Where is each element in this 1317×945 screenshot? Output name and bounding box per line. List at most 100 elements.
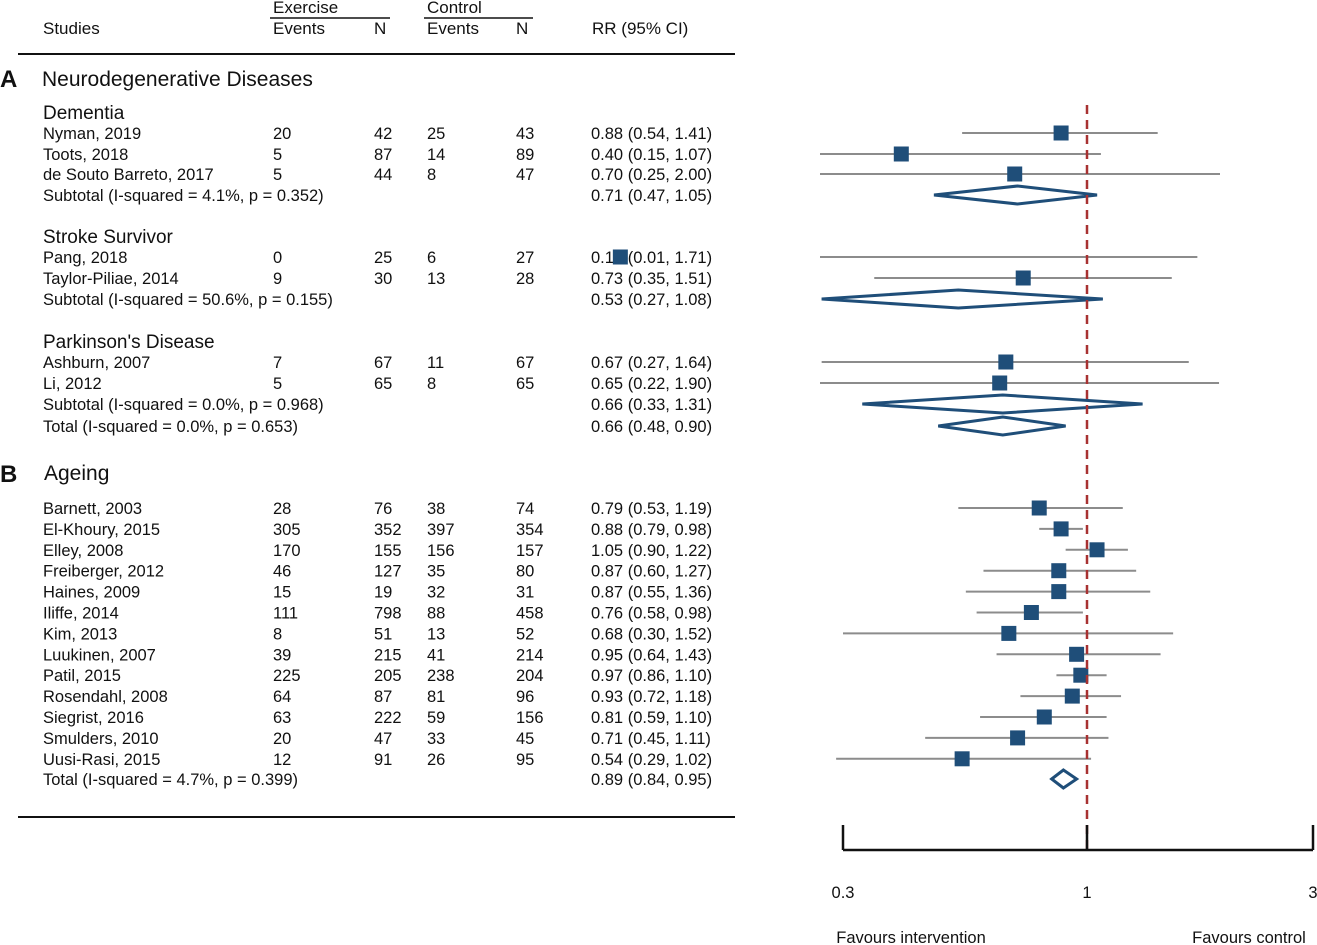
subtotal-label: Subtotal (I-squared = 50.6%, p = 0.155) <box>43 291 333 309</box>
control-n: 95 <box>516 751 534 769</box>
control-n: 96 <box>516 688 534 706</box>
point-estimate-marker <box>1007 166 1023 182</box>
rr-ci: 0.93 (0.72, 1.18) <box>591 688 712 706</box>
study-name: Haines, 2009 <box>43 584 140 602</box>
point-estimate-marker <box>1023 605 1039 620</box>
control-events: 14 <box>427 146 445 164</box>
favours-intervention-label: Favours intervention <box>836 929 986 945</box>
study-name: Smulders, 2010 <box>43 730 159 748</box>
x-tick-label: 1 <box>1082 884 1091 902</box>
rr-ci: 0.87 (0.55, 1.36) <box>591 584 712 602</box>
exercise-n: 42 <box>374 125 392 143</box>
exercise-n: 222 <box>374 709 402 727</box>
section-letter-a: A <box>0 66 17 93</box>
study-row: Li, 2012 5 65 8 65 0.65 (0.22, 1.90) <box>43 375 712 393</box>
rr-ci: 0.97 (0.86, 1.10) <box>591 667 712 685</box>
control-n: 89 <box>516 146 534 164</box>
study-row: de Souto Barreto, 2017 5 44 8 47 0.70 (0.25, … <box>43 166 712 184</box>
rr-ci: 0.95 (0.64, 1.43) <box>591 646 712 664</box>
study-name: Rosendahl, 2008 <box>43 688 168 706</box>
point-estimate-marker <box>1064 688 1080 704</box>
control-events: 156 <box>427 542 455 560</box>
study-row: Pang, 2018 0 25 6 27 0.10 (0.01, 1.71) <box>43 249 712 267</box>
control-events: 13 <box>427 625 445 643</box>
point-estimate-marker <box>1036 709 1052 725</box>
rr-ci: 0.68 (0.30, 1.52) <box>591 625 712 643</box>
control-events: 88 <box>427 605 445 623</box>
control-n: 43 <box>516 125 534 143</box>
rr-ci: 0.10 (0.01, 1.71) <box>591 249 712 267</box>
header-exercise-events: Events <box>273 19 325 38</box>
point-estimate-marker <box>954 751 970 767</box>
exercise-n: 205 <box>374 667 402 685</box>
control-events: 26 <box>427 751 445 769</box>
rr-ci: 0.88 (0.79, 0.98) <box>591 521 712 539</box>
control-events: 38 <box>427 500 445 518</box>
header-control-n: N <box>516 19 528 38</box>
exercise-n: 65 <box>374 375 392 393</box>
rr-ci: 0.79 (0.53, 1.19) <box>591 500 712 518</box>
header-exercise: Exercise <box>273 0 338 17</box>
point-estimate-marker <box>992 375 1008 391</box>
control-events: 397 <box>427 521 455 539</box>
total-rr-ci: 0.66 (0.48, 0.90) <box>591 418 712 436</box>
study-row: Taylor-Piliae, 2014 9 30 13 28 0.73 (0.35, 1.… <box>43 270 712 288</box>
exercise-n: 352 <box>374 521 402 539</box>
rr-ci: 1.05 (0.90, 1.22) <box>591 542 712 560</box>
study-name: Pang, 2018 <box>43 249 127 267</box>
study-row: Freiberger, 2012 46 127 35 80 0.87 (0.60, 1.2… <box>43 563 712 581</box>
control-events: 25 <box>427 125 445 143</box>
study-row: Ashburn, 2007 7 67 11 67 0.67 (0.27, 1.64) <box>43 354 712 372</box>
control-events: 6 <box>427 249 436 267</box>
control-events: 59 <box>427 709 445 727</box>
header-control-events: Events <box>427 19 479 38</box>
header-studies: Studies <box>43 19 100 38</box>
point-estimate-marker <box>1051 584 1067 600</box>
control-n: 31 <box>516 584 534 602</box>
study-name: Barnett, 2003 <box>43 500 142 518</box>
exercise-n: 127 <box>374 563 402 581</box>
total-row: Total (I-squared = 4.7%, p = 0.399) 0.89 … <box>43 771 712 789</box>
control-n: 204 <box>516 667 544 685</box>
exercise-events: 5 <box>273 146 282 164</box>
control-events: 33 <box>427 730 445 748</box>
favours-control-label: Favours control <box>1192 929 1306 945</box>
x-tick-label: 3 <box>1308 884 1317 902</box>
exercise-n: 19 <box>374 584 392 602</box>
study-row: Smulders, 2010 20 47 33 45 0.71 (0.45, 1.11) <box>43 730 711 748</box>
point-estimate-marker <box>998 354 1014 370</box>
control-events: 13 <box>427 270 445 288</box>
point-estimate-marker <box>1031 500 1047 516</box>
subtotal-row: Subtotal (I-squared = 4.1%, p = 0.352) 0.… <box>43 187 712 205</box>
total-row: Total (I-squared = 0.0%, p = 0.653) 0.66 … <box>43 418 712 436</box>
rr-ci: 0.40 (0.15, 1.07) <box>591 146 712 164</box>
exercise-events: 46 <box>273 563 291 581</box>
study-row: Rosendahl, 2008 64 87 81 96 0.93 (0.72, 1.18) <box>43 688 712 706</box>
exercise-n: 25 <box>374 249 392 267</box>
rr-ci: 0.70 (0.25, 2.00) <box>591 166 712 184</box>
rr-ci: 0.87 (0.60, 1.27) <box>591 563 712 581</box>
exercise-events: 15 <box>273 584 291 602</box>
total-label: Total (I-squared = 4.7%, p = 0.399) <box>43 771 298 789</box>
exercise-n: 47 <box>374 730 392 748</box>
point-estimate-marker <box>612 249 628 265</box>
total-rr-ci: 0.89 (0.84, 0.95) <box>591 771 712 789</box>
point-estimate-marker <box>1053 125 1069 141</box>
study-name: Kim, 2013 <box>43 625 117 643</box>
exercise-n: 215 <box>374 646 402 664</box>
study-row: Elley, 2008 170 155 156 157 1.05 (0.90, 1.22) <box>43 542 712 560</box>
rr-ci: 0.81 (0.59, 1.10) <box>591 709 712 727</box>
exercise-n: 67 <box>374 354 392 372</box>
exercise-n: 87 <box>374 688 392 706</box>
control-events: 11 <box>427 354 444 372</box>
exercise-n: 44 <box>374 166 392 184</box>
point-estimate-marker <box>1053 521 1069 537</box>
marks-layer <box>612 105 1220 850</box>
section-letter-b: B <box>0 461 17 488</box>
header-exercise-n: N <box>374 19 386 38</box>
subtotal-row: Subtotal (I-squared = 0.0%, p = 0.968) 0.… <box>43 396 712 414</box>
subtotal-rr-ci: 0.66 (0.33, 1.31) <box>591 396 712 414</box>
exercise-events: 64 <box>273 688 291 706</box>
control-events: 81 <box>427 688 445 706</box>
exercise-events: 111 <box>273 605 298 623</box>
